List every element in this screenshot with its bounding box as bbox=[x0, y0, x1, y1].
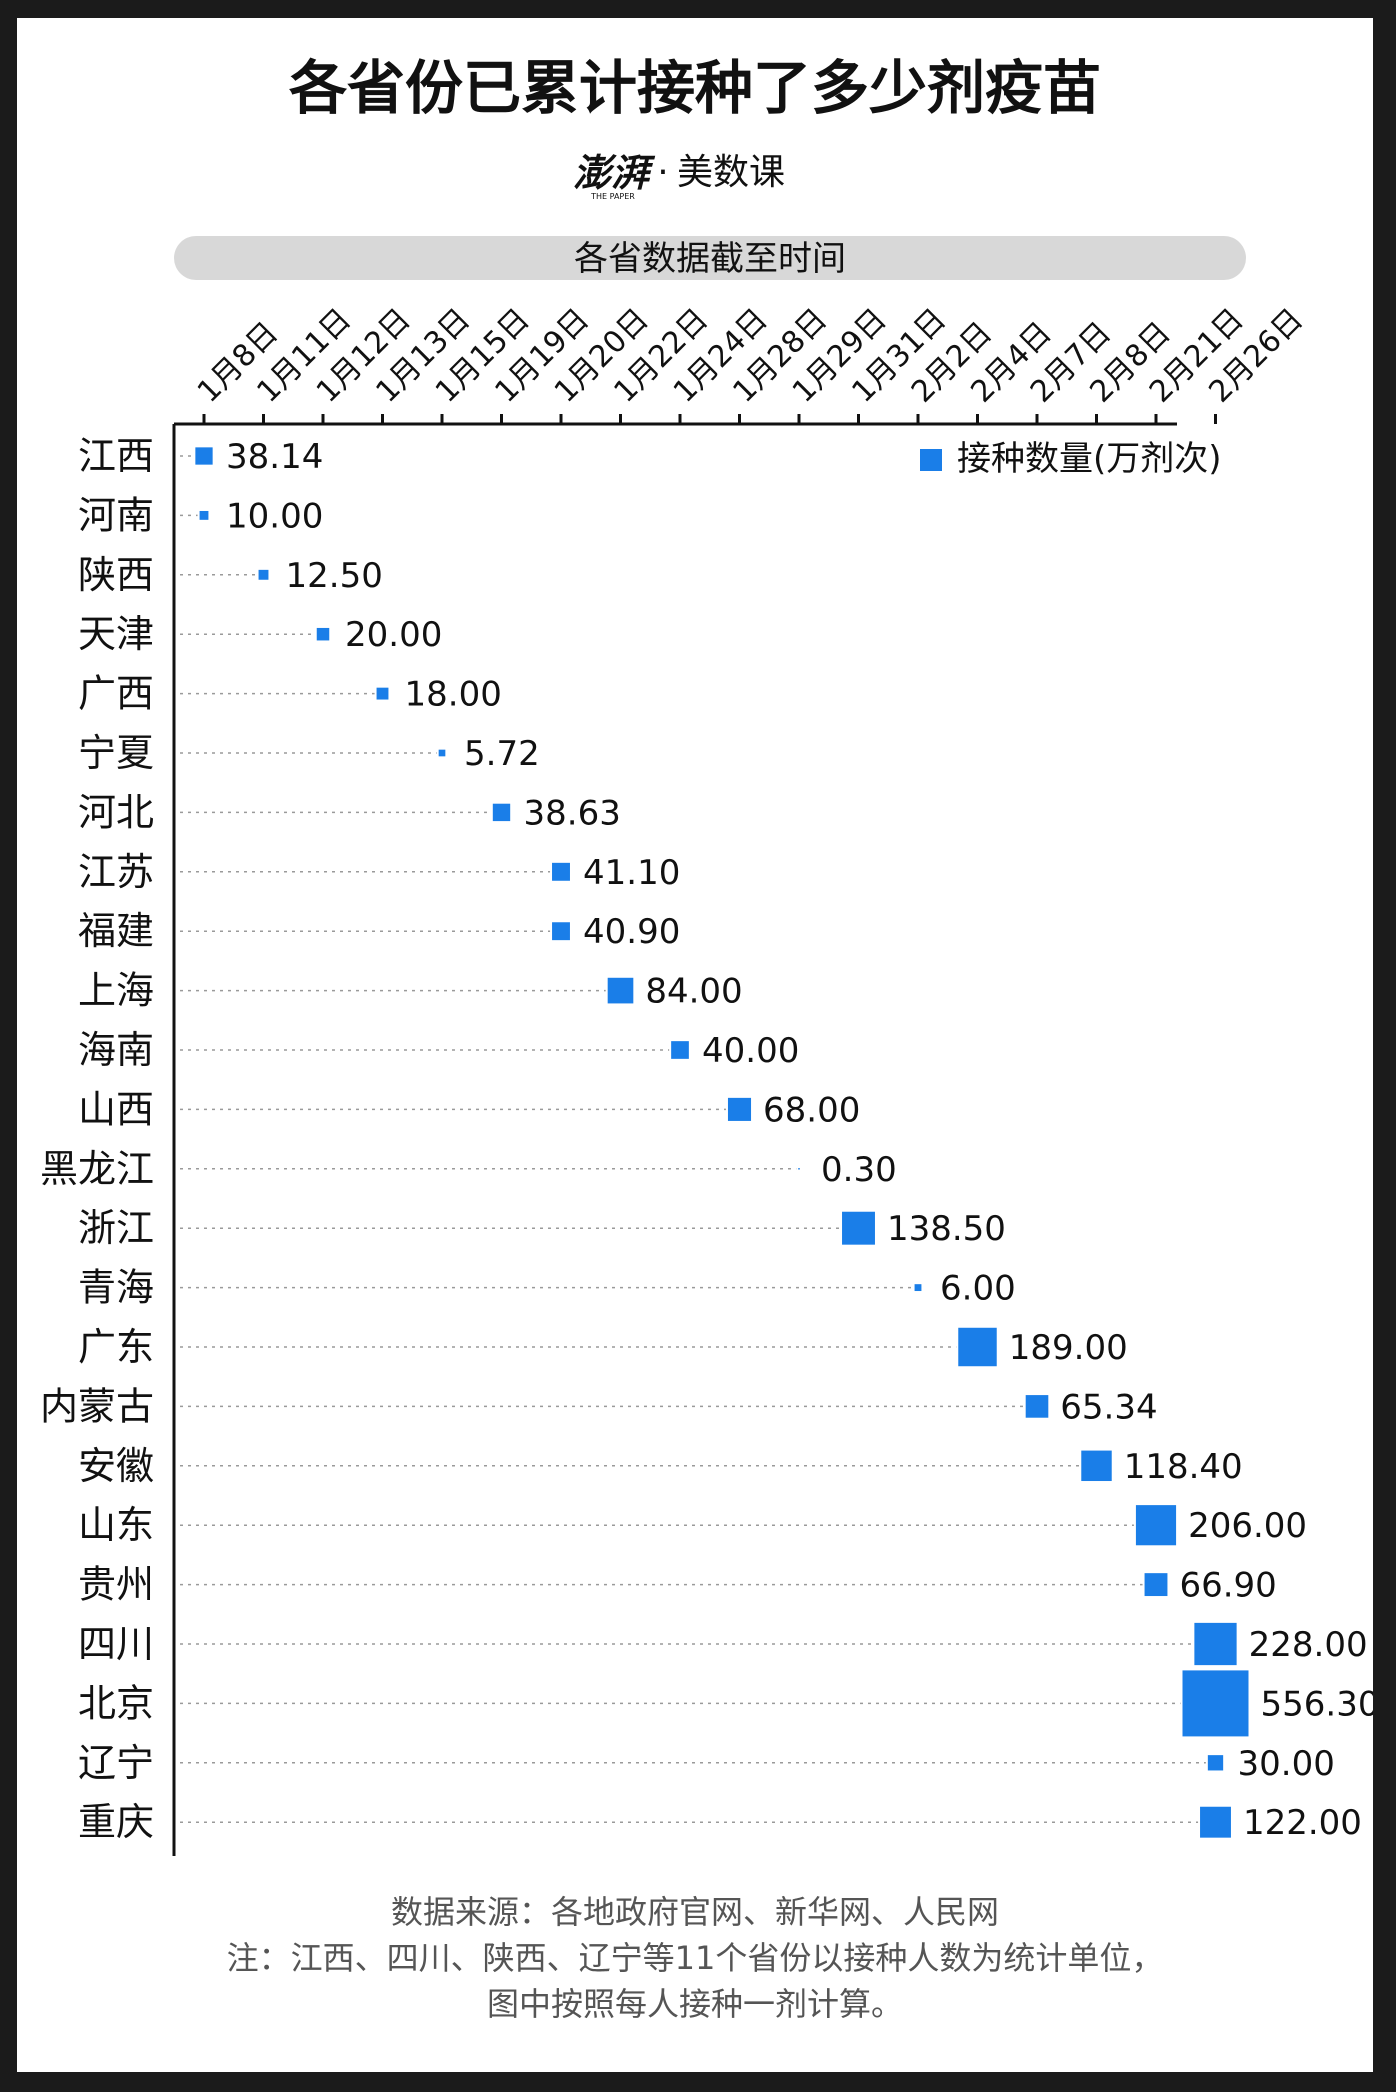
value-marker bbox=[1182, 1670, 1249, 1737]
value-marker bbox=[842, 1211, 875, 1245]
province-label: 山东 bbox=[78, 1503, 154, 1547]
value-marker bbox=[1025, 1395, 1049, 1418]
province-label: 山西 bbox=[78, 1087, 154, 1131]
value-marker bbox=[958, 1327, 997, 1367]
value-label: 66.90 bbox=[1179, 1566, 1276, 1606]
province-label: 海南 bbox=[78, 1028, 154, 1072]
province-label: 福建 bbox=[78, 909, 154, 953]
value-label: 10.00 bbox=[226, 496, 323, 536]
province-label: 安徽 bbox=[78, 1444, 154, 1488]
brand-logo: 澎湃 THE PAPER · 美数课 bbox=[573, 150, 785, 201]
header-band bbox=[174, 236, 1246, 280]
value-marker bbox=[671, 1041, 689, 1059]
value-marker bbox=[727, 1097, 752, 1121]
value-label: 12.50 bbox=[286, 556, 383, 596]
value-label: 41.10 bbox=[583, 853, 680, 893]
province-label: 广西 bbox=[78, 672, 154, 716]
value-label: 38.14 bbox=[226, 437, 323, 477]
value-marker bbox=[1200, 1806, 1231, 1838]
province-label: 天津 bbox=[78, 612, 154, 656]
value-marker bbox=[552, 922, 570, 941]
value-marker bbox=[258, 569, 269, 580]
province-label: 河北 bbox=[78, 790, 154, 834]
value-label: 118.40 bbox=[1124, 1447, 1243, 1487]
axis-layer: 1月8日1月11日1月12日1月13日1月15日1月19日1月20日1月22日1… bbox=[172, 302, 1310, 1856]
brand-dot: · bbox=[657, 152, 668, 193]
brand-name: 美数课 bbox=[677, 152, 785, 193]
province-label: 辽宁 bbox=[78, 1741, 154, 1785]
province-label: 宁夏 bbox=[78, 731, 154, 775]
value-label: 228.00 bbox=[1249, 1625, 1368, 1665]
value-marker bbox=[1135, 1505, 1177, 1546]
header-band-label: 各省数据截至时间 bbox=[574, 239, 846, 279]
value-label: 122.00 bbox=[1243, 1803, 1362, 1843]
value-marker bbox=[1207, 1755, 1224, 1771]
brand-logo-sub: THE PAPER bbox=[590, 192, 635, 201]
value-marker bbox=[492, 803, 511, 822]
value-marker bbox=[1194, 1622, 1237, 1666]
province-label: 重庆 bbox=[78, 1800, 154, 1844]
value-label: 68.00 bbox=[763, 1090, 860, 1130]
vaccination-chart: 各省份已累计接种了多少剂疫苗 澎湃 THE PAPER · 美数课 各省数据截至… bbox=[40, 54, 1373, 2023]
footnote-line-2: 图中按照每人接种一剂计算。 bbox=[487, 1985, 903, 2023]
province-label: 内蒙古 bbox=[40, 1384, 154, 1428]
value-marker bbox=[607, 977, 634, 1004]
brand-logo-text: 澎湃 bbox=[573, 150, 656, 195]
value-label: 189.00 bbox=[1009, 1328, 1128, 1368]
value-marker bbox=[438, 749, 446, 757]
province-label: 江西 bbox=[78, 434, 154, 478]
value-label: 5.72 bbox=[464, 734, 540, 774]
value-label: 18.00 bbox=[405, 675, 502, 715]
value-label: 65.34 bbox=[1060, 1387, 1157, 1427]
province-label: 四川 bbox=[78, 1622, 154, 1666]
value-marker bbox=[376, 687, 389, 700]
value-label: 20.00 bbox=[345, 615, 442, 655]
province-label: 黑龙江 bbox=[40, 1147, 154, 1191]
value-label: 30.00 bbox=[1238, 1744, 1335, 1784]
footnote-line-1: 注：江西、四川、陕西、辽宁等11个省份以接种人数为统计单位， bbox=[227, 1939, 1164, 1977]
value-marker bbox=[552, 862, 570, 881]
legend-label: 接种数量(万剂次) bbox=[957, 439, 1222, 479]
value-label: 40.00 bbox=[702, 1031, 799, 1071]
value-label: 206.00 bbox=[1188, 1506, 1307, 1546]
value-label: 38.63 bbox=[524, 793, 621, 833]
value-marker bbox=[914, 1284, 922, 1292]
value-marker bbox=[798, 1168, 800, 1170]
value-marker bbox=[1144, 1573, 1168, 1597]
chart-title: 各省份已累计接种了多少剂疫苗 bbox=[289, 54, 1101, 122]
source-note: 数据来源：各地政府官网、新华网、人民网 bbox=[391, 1893, 999, 1931]
province-label: 青海 bbox=[78, 1266, 154, 1310]
province-label: 广东 bbox=[78, 1325, 154, 1369]
value-label: 84.00 bbox=[645, 972, 742, 1012]
value-label: 6.00 bbox=[940, 1269, 1016, 1309]
value-label: 0.30 bbox=[821, 1150, 897, 1190]
province-label: 贵州 bbox=[78, 1563, 154, 1607]
rows-layer: 江西 38.14 河南 10.00 陕西 12.50 天津 20.00 广西 18.00 宁夏 5.7… bbox=[40, 434, 1373, 1844]
province-label: 江苏 bbox=[78, 850, 154, 894]
province-label: 河南 bbox=[78, 493, 154, 537]
value-label: 138.50 bbox=[887, 1209, 1006, 1249]
province-label: 浙江 bbox=[78, 1206, 154, 1250]
province-label: 陕西 bbox=[78, 553, 154, 597]
province-label: 上海 bbox=[78, 969, 154, 1013]
value-label: 556.30 bbox=[1261, 1684, 1374, 1724]
value-marker bbox=[1081, 1450, 1112, 1482]
province-label: 北京 bbox=[78, 1681, 154, 1725]
chart-card: 各省份已累计接种了多少剂疫苗 澎湃 THE PAPER · 美数课 各省数据截至… bbox=[17, 18, 1373, 2072]
value-marker bbox=[316, 627, 330, 641]
value-marker bbox=[195, 447, 213, 465]
legend-marker bbox=[920, 449, 942, 471]
value-label: 40.90 bbox=[583, 912, 680, 952]
value-marker bbox=[199, 510, 209, 520]
